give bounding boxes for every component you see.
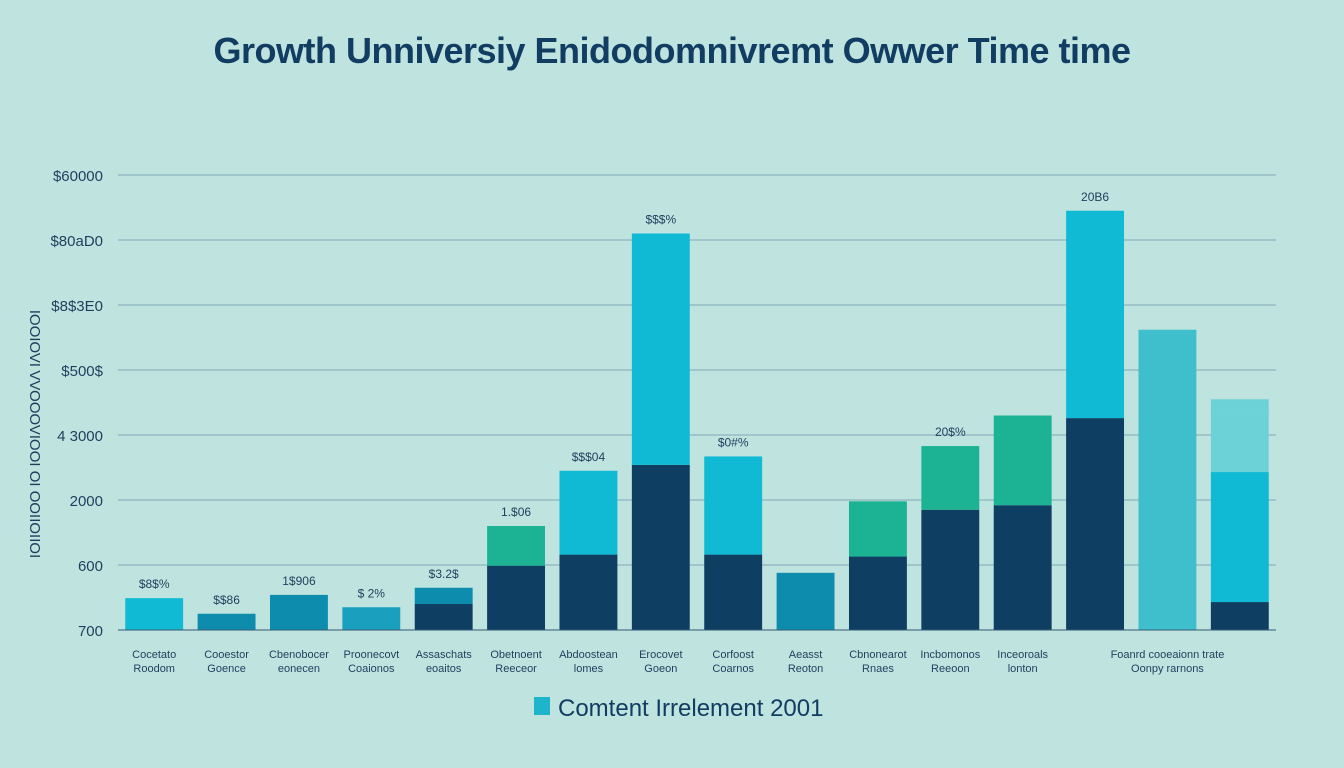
legend: Comtent Irrelement 2001 xyxy=(534,695,823,722)
bar-segment xyxy=(921,509,980,630)
y-tick-label: 4 3000 xyxy=(57,428,103,445)
x-category-label: Proonecovt xyxy=(343,649,399,661)
bar-segment xyxy=(1210,413,1269,473)
bar-data-label: $$$04 xyxy=(572,450,606,464)
bar-data-label: $$$% xyxy=(645,213,676,227)
x-category-label: Cbenobocer xyxy=(269,649,329,661)
bar-segment xyxy=(559,470,618,555)
bar-segment xyxy=(631,233,690,465)
y-tick-label: $80aD0 xyxy=(50,233,103,250)
bar-segment xyxy=(487,526,546,566)
x-category-label: Roodom xyxy=(133,663,175,675)
x-category-label: lomes xyxy=(574,663,604,675)
bar-data-label: $8$% xyxy=(139,577,170,591)
bar-segment xyxy=(921,446,980,510)
x-category-label: Cooestor xyxy=(204,649,249,661)
x-category-label: Cbnonearot xyxy=(849,649,907,661)
x-category-label: Reoton xyxy=(788,663,823,675)
y-axis-label: ΙΟΙΙΟΙΙΟΟ ΙΟ ΙΟΟΙΛΟΟΟΛΛ ΙΛΟΙΟΟΙ xyxy=(27,310,44,558)
chart-title: Growth Unniversiy Enidodomnivremt Owwer … xyxy=(213,30,1131,71)
x-category-label: Abdoostean xyxy=(559,649,618,661)
bar-segment xyxy=(1066,210,1125,419)
legend-swatch xyxy=(534,697,550,715)
bar-segment xyxy=(125,598,184,630)
x-category-label: lonton xyxy=(1008,663,1038,675)
x-category-label: Inceoroals xyxy=(997,649,1048,661)
bar-segment xyxy=(776,572,835,630)
bar-segment xyxy=(993,415,1052,506)
bar-data-label: $3.2$ xyxy=(429,567,459,581)
x-category-label: Goence xyxy=(207,663,246,675)
y-tick-label: 700 xyxy=(78,623,103,640)
x-category-label: Obetnoent xyxy=(490,649,541,661)
y-tick-label: 2000 xyxy=(70,493,103,510)
legend-label: Comtent Irrelement 2001 xyxy=(558,695,823,722)
x-category-label: Coaionos xyxy=(348,663,395,675)
bar-data-label: $$86 xyxy=(213,593,240,607)
bars: $8$% $$86 1$906 $ 2% $3.2$ 1.$06 $$$04 $$$% $0#%… xyxy=(125,190,1269,630)
bar-segment xyxy=(1066,418,1125,630)
y-tick-label: 600 xyxy=(78,558,103,575)
bar-segment xyxy=(342,607,401,630)
bar-segment xyxy=(487,565,546,630)
y-tick-label: $500$ xyxy=(61,363,103,380)
bar-segment xyxy=(848,501,907,557)
bar-segment xyxy=(704,554,763,630)
x-category-label: Coarnos xyxy=(712,663,754,675)
bar-data-label: $ 2% xyxy=(358,586,386,600)
bar-segment xyxy=(1138,329,1197,630)
x-category-label: Reeoon xyxy=(931,663,970,675)
y-tick-label: $60000 xyxy=(53,168,103,185)
bar-segment xyxy=(414,587,473,604)
x-category-label: Aeasst xyxy=(789,649,823,661)
bar-segment xyxy=(704,456,763,555)
bar-data-label: $0#% xyxy=(718,435,749,449)
x-category-label: Assaschats xyxy=(416,649,473,661)
bar-segment xyxy=(269,594,328,630)
x-category-label: Corfoost xyxy=(712,649,754,661)
bar-segment xyxy=(197,613,256,630)
y-axis-ticks: 700 600 2000 4 3000 $500$ $8$3E0 $80aD0 $60000 xyxy=(50,168,103,640)
bar-segment xyxy=(631,464,690,630)
bar-data-label: 20$% xyxy=(935,425,966,439)
x-category-label: Goeon xyxy=(644,663,677,675)
bar-segment xyxy=(1210,399,1269,414)
x-category-label: Reeceor xyxy=(495,663,537,675)
y-tick-label: $8$3E0 xyxy=(51,298,103,315)
x-category-label: eonecen xyxy=(278,663,320,675)
x-axis-categories: Cocetato Roodom Cooestor Goence Cbenobocer eo… xyxy=(132,649,1224,675)
x-category-label: Cocetato xyxy=(132,649,176,661)
bar-segment xyxy=(559,554,618,630)
bar-data-label: 1$906 xyxy=(282,574,316,588)
x-category-label: Foanrd cooeaionn trate xyxy=(1111,649,1225,661)
bar-data-label: 20B6 xyxy=(1081,190,1109,204)
bar-segment xyxy=(414,604,473,630)
bar-segment xyxy=(848,556,907,630)
bar-data-label: 1.$06 xyxy=(501,505,531,519)
x-category-label: Rnaes xyxy=(862,663,894,675)
bar-segment xyxy=(993,505,1052,630)
x-category-label: Incbomonos xyxy=(920,649,980,661)
x-category-label: Erocovet xyxy=(639,649,682,661)
bar-segment xyxy=(1210,472,1269,603)
x-category-label: Oonpy rarnons xyxy=(1131,663,1204,675)
bar-segment xyxy=(1210,602,1269,630)
x-category-label: eoaitos xyxy=(426,663,462,675)
